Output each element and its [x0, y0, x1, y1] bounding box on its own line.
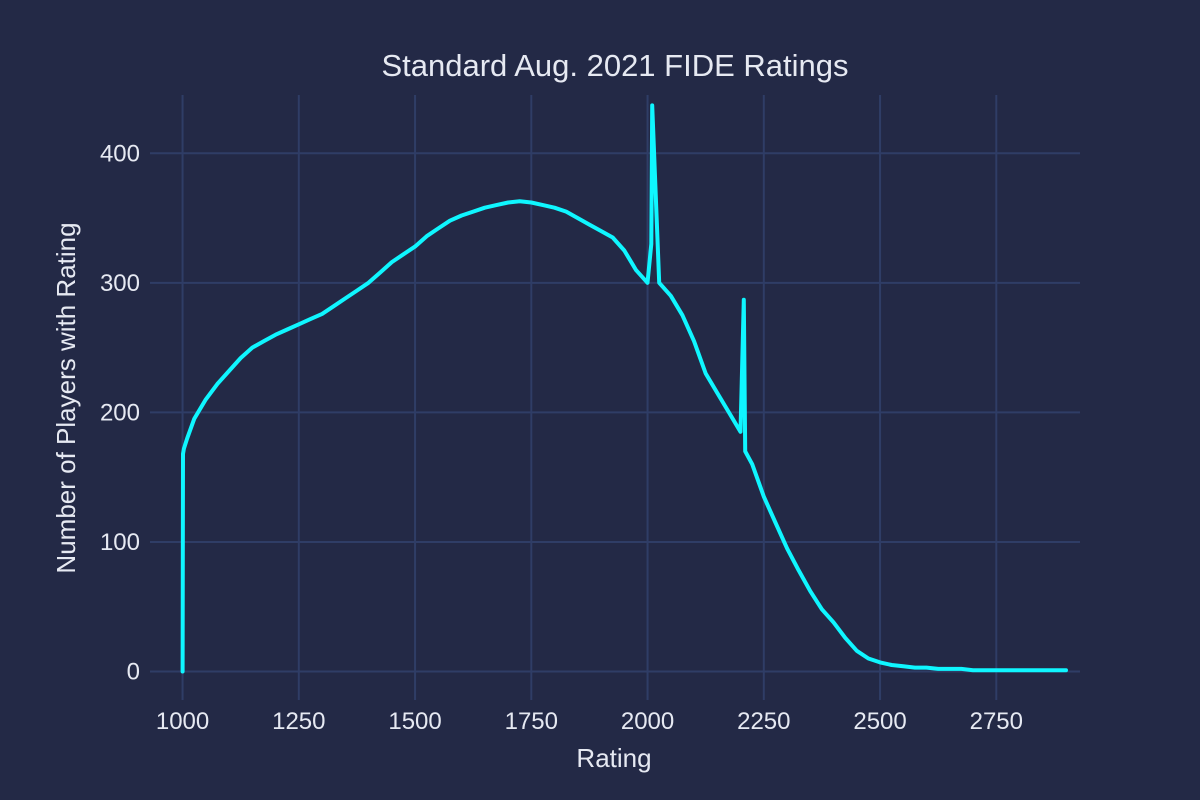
x-tick-label: 1750 [505, 708, 558, 735]
chart-title: Standard Aug. 2021 FIDE Ratings [381, 48, 849, 83]
x-tick-label: 2000 [621, 708, 674, 735]
y-gridlines [150, 152, 1080, 673]
x-tick-labels: 1000 1250 1500 1750 2000 2250 2500 2750 [156, 708, 1023, 735]
y-tick-label: 200 [100, 399, 140, 426]
y-tick-labels: 0 100 200 300 400 [100, 140, 140, 685]
x-gridlines [181, 95, 998, 700]
series-layer [180, 103, 1068, 674]
x-tick-label: 2500 [853, 708, 906, 735]
x-tick-label: 2750 [970, 708, 1023, 735]
series-line [180, 103, 1068, 674]
x-tick-label: 1500 [388, 708, 441, 735]
x-tick-label: 1250 [272, 708, 325, 735]
y-tick-label: 400 [100, 140, 140, 167]
y-tick-label: 0 [127, 658, 140, 685]
x-tick-label: 1000 [156, 708, 209, 735]
y-axis-label: Number of Players with Rating [51, 222, 81, 573]
x-tick-label: 2250 [737, 708, 790, 735]
y-tick-label: 300 [100, 270, 140, 297]
x-axis-label: Rating [576, 743, 651, 773]
y-tick-label: 100 [100, 529, 140, 556]
